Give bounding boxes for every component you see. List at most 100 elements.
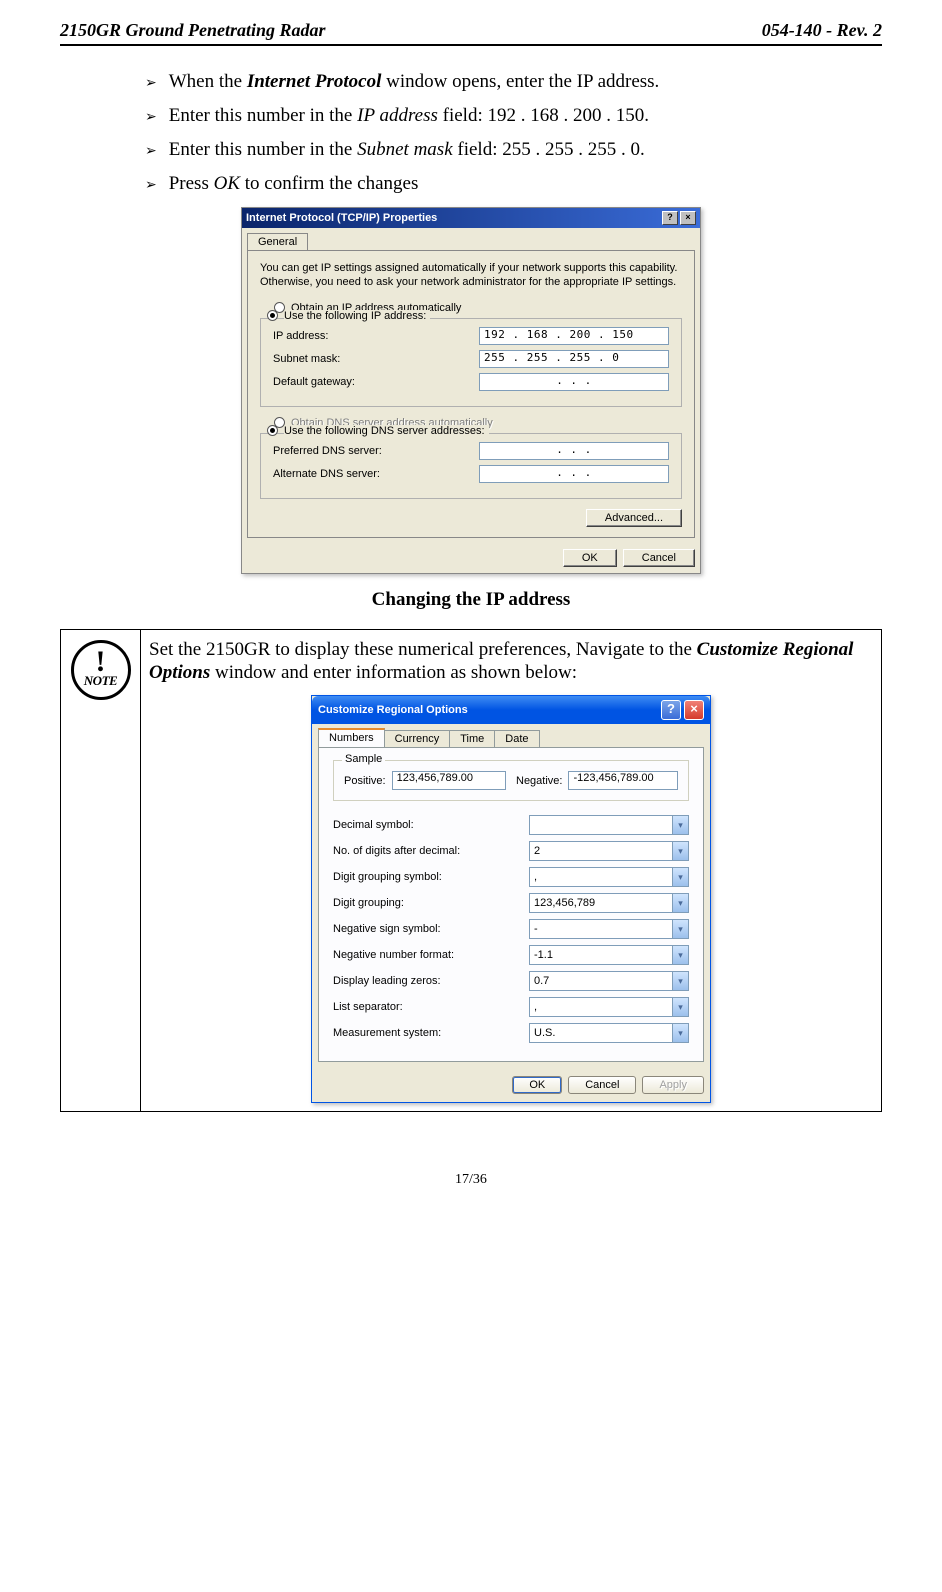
bullet-em: Internet Protocol (247, 71, 382, 92)
setting-select[interactable]: ,▾ (529, 997, 689, 1017)
setting-select[interactable]: -1.1 ▾ (529, 945, 689, 965)
setting-label: Negative number format: (333, 949, 529, 961)
gateway-input[interactable]: . . . (479, 373, 669, 391)
bullet-post: field: 192 . 168 . 200 . 150. (438, 105, 649, 126)
setting-value: , (534, 871, 537, 883)
setting-value: , (534, 1001, 537, 1013)
setting-value: 0.7 (534, 975, 549, 987)
setting-label: Digit grouping symbol: (333, 871, 529, 883)
setting-row: Measurement system:U.S.▾ (333, 1023, 689, 1043)
cancel-button[interactable]: Cancel (623, 549, 695, 567)
setting-value: -1.1 (534, 949, 553, 961)
setting-value: - (534, 923, 538, 935)
bullet-pre: Enter this number in the (169, 105, 357, 126)
titlebar: Internet Protocol (TCP/IP) Properties ? … (242, 208, 700, 228)
help-button[interactable]: ? (661, 700, 681, 720)
bullet-post: window opens, enter the IP address. (381, 71, 659, 92)
setting-select[interactable]: ,▾ (529, 867, 689, 887)
setting-select[interactable]: 2▾ (529, 841, 689, 861)
positive-input: 123,456,789.00 (392, 771, 506, 790)
setting-row: Decimal symbol:▾ (333, 815, 689, 835)
setting-row: Negative sign symbol:-▾ (333, 919, 689, 939)
setting-value: U.S. (534, 1027, 555, 1039)
bullet-post: field: 255 . 255 . 255 . 0. (453, 139, 645, 160)
setting-row: List separator:,▾ (333, 997, 689, 1017)
chevron-down-icon: ▾ (672, 894, 688, 912)
bullet-2: ➢ Enter this number in the IP address fi… (145, 105, 882, 127)
setting-row: Negative number format: -1.1 ▾ (333, 945, 689, 965)
setting-select[interactable]: 123,456,789 ▾ (529, 893, 689, 913)
setting-row: Digit grouping: 123,456,789 ▾ (333, 893, 689, 913)
tab-date[interactable]: Date (494, 730, 539, 747)
note-bang: ! (96, 648, 106, 675)
setting-label: Negative sign symbol: (333, 923, 529, 935)
figure-caption: Changing the IP address (60, 589, 882, 611)
radio-use-ip[interactable] (267, 310, 278, 321)
header-left: 2150GR Ground Penetrating Radar (60, 20, 326, 41)
setting-label: List separator: (333, 1001, 529, 1013)
radio-use-dns[interactable] (267, 425, 278, 436)
sample-legend: Sample (342, 753, 385, 765)
ok-button[interactable]: OK (512, 1076, 562, 1094)
setting-value: 2 (534, 845, 540, 857)
bullet-pre: When the (169, 71, 247, 92)
radio-label: Use the following DNS server addresses: (284, 425, 489, 437)
tab-time[interactable]: Time (449, 730, 495, 747)
setting-select[interactable]: ▾ (529, 815, 689, 835)
note-text-post: window and enter information as shown be… (210, 662, 577, 683)
setting-row: Display leading zeros: 0.7 ▾ (333, 971, 689, 991)
setting-value: 123,456,789 (534, 897, 595, 909)
tab-currency[interactable]: Currency (384, 730, 451, 747)
bullet-em: OK (214, 173, 240, 194)
help-button[interactable]: ? (662, 211, 678, 225)
advanced-button[interactable]: Advanced... (586, 509, 682, 527)
bullet-list: ➢ When the Internet Protocol window open… (145, 71, 882, 195)
chevron-down-icon: ▾ (672, 946, 688, 964)
bullet-post: to confirm the changes (240, 173, 418, 194)
header-right: 054-140 - Rev. 2 (762, 20, 882, 41)
pref-dns-input[interactable]: . . . (479, 442, 669, 460)
negative-label: Negative: (516, 775, 562, 787)
tab-general[interactable]: General (247, 233, 308, 250)
apply-button[interactable]: Apply (642, 1076, 704, 1094)
close-button[interactable]: × (680, 211, 696, 225)
dialog-title: Internet Protocol (TCP/IP) Properties (246, 212, 437, 224)
setting-row: No. of digits after decimal:2▾ (333, 841, 689, 861)
gateway-label: Default gateway: (273, 376, 355, 388)
tcpip-dialog: Internet Protocol (TCP/IP) Properties ? … (241, 207, 701, 574)
alt-dns-label: Alternate DNS server: (273, 468, 380, 480)
setting-label: Display leading zeros: (333, 975, 529, 987)
bullet-em: Subnet mask (357, 139, 453, 160)
tab-numbers[interactable]: Numbers (318, 728, 385, 747)
ok-button[interactable]: OK (563, 549, 617, 567)
positive-label: Positive: (344, 775, 386, 787)
setting-label: Digit grouping: (333, 897, 529, 909)
note-text-pre: Set the 2150GR to display these numerica… (149, 639, 697, 660)
bullet-marker: ➢ (145, 75, 157, 92)
titlebar: Customize Regional Options ? × (312, 696, 710, 724)
chevron-down-icon: ▾ (672, 998, 688, 1016)
setting-select[interactable]: 0.7 ▾ (529, 971, 689, 991)
negative-input: -123,456,789.00 (568, 771, 678, 790)
subnet-mask-label: Subnet mask: (273, 353, 340, 365)
tabs: Numbers Currency Time Date (318, 730, 710, 747)
setting-row: Digit grouping symbol:,▾ (333, 867, 689, 887)
bullet-pre: Enter this number in the (169, 139, 357, 160)
bullet-1: ➢ When the Internet Protocol window open… (145, 71, 882, 93)
setting-select[interactable]: U.S.▾ (529, 1023, 689, 1043)
chevron-down-icon: ▾ (672, 868, 688, 886)
dialog-title: Customize Regional Options (318, 704, 468, 716)
ip-address-label: IP address: (273, 330, 328, 342)
subnet-mask-input[interactable]: 255 . 255 . 255 . 0 (479, 350, 669, 368)
bullet-4: ➢ Press OK to confirm the changes (145, 173, 882, 195)
ip-address-input[interactable]: 192 . 168 . 200 . 150 (479, 327, 669, 345)
close-button[interactable]: × (684, 700, 704, 720)
chevron-down-icon: ▾ (672, 842, 688, 860)
regional-dialog: Customize Regional Options ? × Numbers C… (311, 695, 711, 1103)
bullet-marker: ➢ (145, 177, 157, 194)
cancel-button[interactable]: Cancel (568, 1076, 636, 1094)
setting-select[interactable]: -▾ (529, 919, 689, 939)
chevron-down-icon: ▾ (672, 972, 688, 990)
alt-dns-input[interactable]: . . . (479, 465, 669, 483)
chevron-down-icon: ▾ (672, 816, 688, 834)
